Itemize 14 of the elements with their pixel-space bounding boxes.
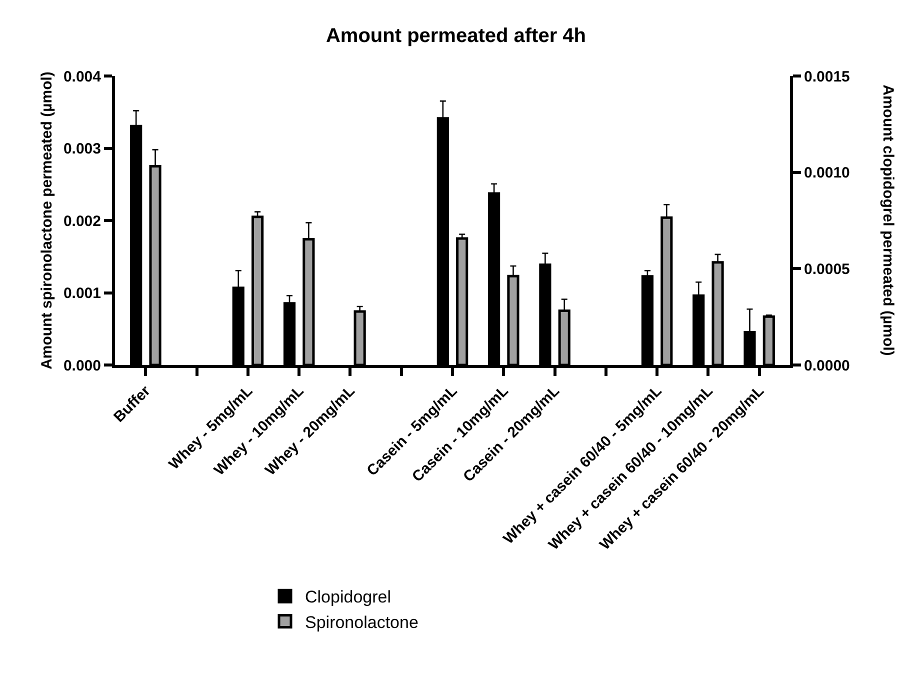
y-axis-title: Amount spironolactone permeated (µmol): [38, 72, 56, 370]
y-tick-label: 0.001: [63, 285, 101, 302]
y-tick-label: 0.000: [63, 357, 101, 374]
chart-title: Amount permeated after 4h: [326, 24, 586, 47]
legend-label: Spironolactone: [305, 612, 418, 632]
y-tick-label: 0.002: [63, 212, 101, 230]
y2-tick-label: 0.0015: [804, 68, 850, 86]
y-tick-label: 0.004: [63, 68, 102, 86]
y2-tick-label: 0.0000: [804, 357, 850, 374]
y2-tick-label: 0.0005: [804, 260, 850, 278]
y2-tick-label: 0.0010: [804, 164, 850, 182]
legend-label: Clopidogrel: [305, 588, 391, 607]
y-tick-label: 0.003: [63, 140, 101, 158]
y2-axis-title: Amount clopidogrel permeated (µmol): [879, 84, 896, 356]
